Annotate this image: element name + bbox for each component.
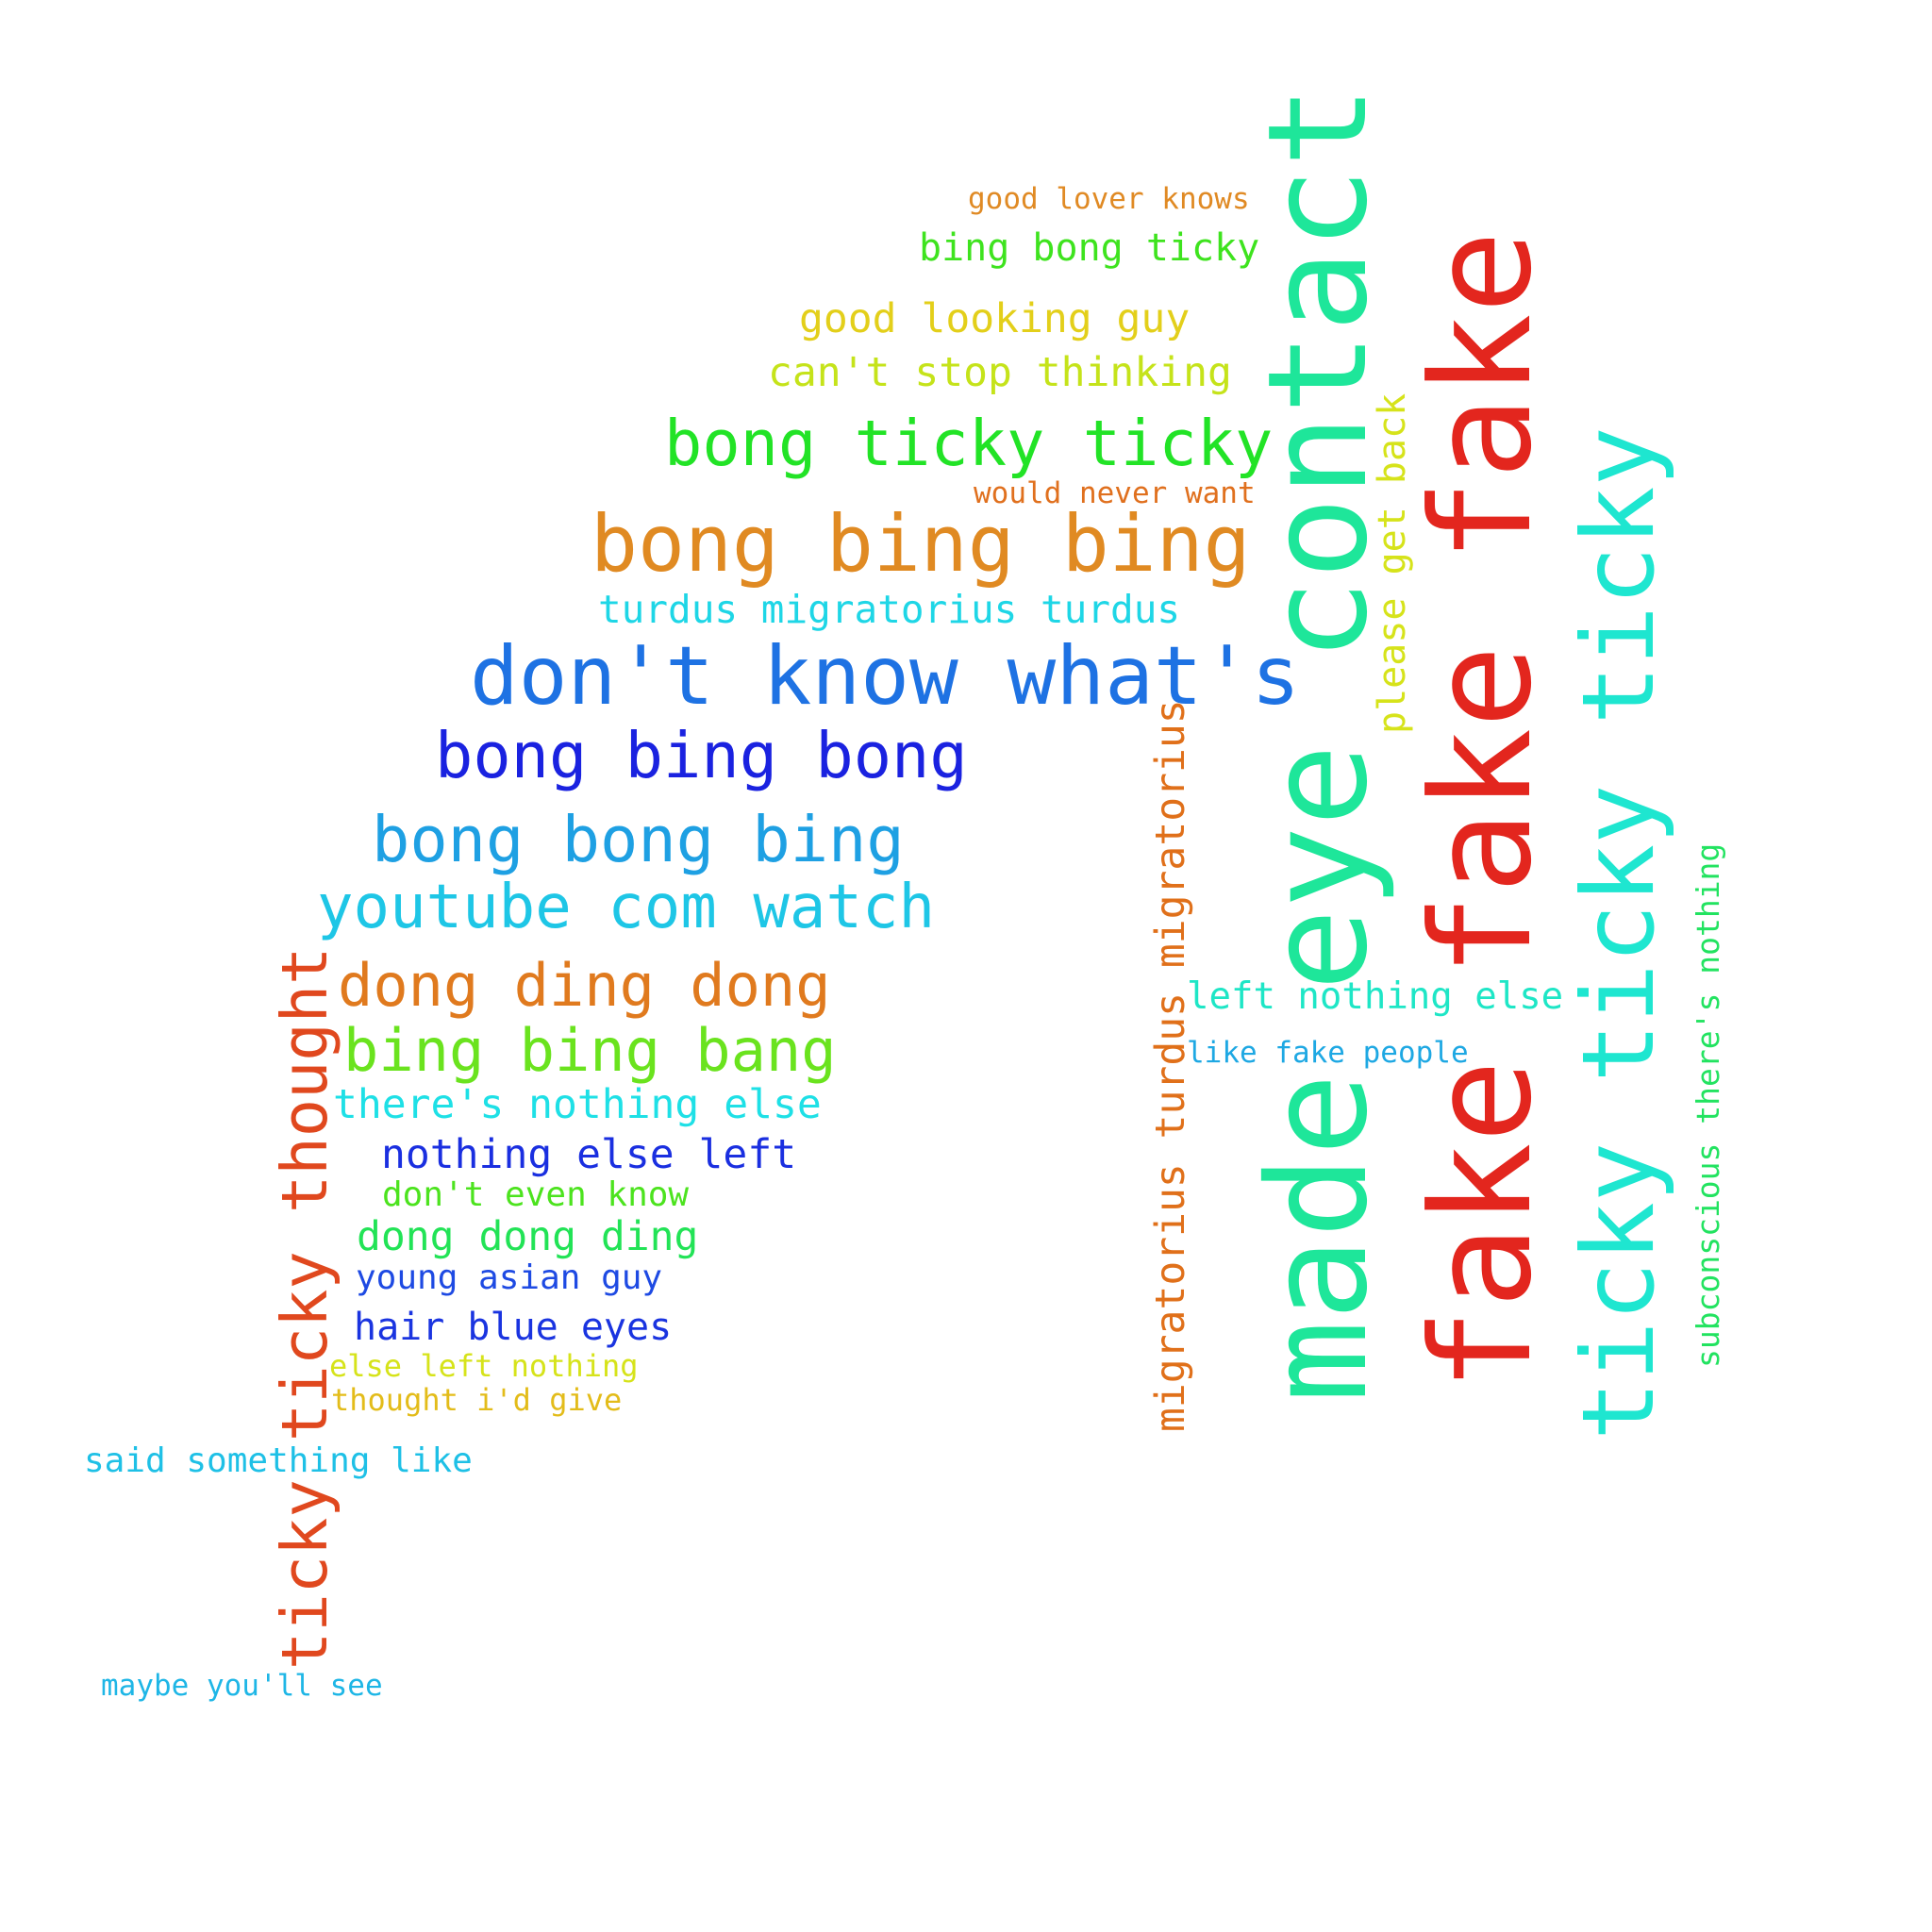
word-like-fake-people: like fake people	[1187, 1036, 1469, 1070]
word-left-nothing-else: left nothing else	[1187, 975, 1564, 1018]
word-dong-dong-ding: dong dong ding	[357, 1213, 699, 1260]
word-cant-stop-thinking: can't stop thinking	[768, 349, 1232, 396]
word-good-lover-knows: good lover knows	[968, 182, 1250, 216]
word-ticky-ticky-ticky: ticky ticky ticky	[1561, 426, 1676, 1441]
word-theres-nothing-else: there's nothing else	[333, 1081, 822, 1128]
word-bong-bing-bong: bong bing bong	[435, 719, 968, 792]
word-said-something-like: said something like	[84, 1441, 473, 1480]
word-would-never-want: would never want	[974, 476, 1256, 510]
word-dont-even-know: don't even know	[382, 1175, 690, 1214]
word-bong-bong-bing: bong bong bing	[372, 803, 905, 876]
word-fake-fake-fake: fake fake fake	[1402, 230, 1562, 1391]
word-good-looking-guy: good looking guy	[799, 295, 1191, 342]
word-migratorius-turdus-migratorius: migratorius turdus migratorius	[1147, 699, 1194, 1432]
word-hair-blue-eyes: hair blue eyes	[354, 1306, 673, 1349]
word-nothing-else-left: nothing else left	[381, 1131, 797, 1178]
word-maybe-youll-see: maybe you'll see	[101, 1669, 383, 1703]
word-bong-bing-bing: bong bing bing	[591, 498, 1251, 590]
word-ticky-ticky-thought: ticky ticky thought	[268, 946, 341, 1670]
word-dont-know-whats: don't know what's	[470, 629, 1301, 724]
word-bing-bing-bang: bing bing bang	[343, 1016, 837, 1085]
word-else-left-nothing: else left nothing	[329, 1348, 639, 1384]
word-bing-bong-ticky: bing bong ticky	[919, 226, 1260, 270]
word-subconscious-theres-nothing: subconscious there's nothing	[1690, 842, 1726, 1368]
word-dong-ding-dong: dong ding dong	[338, 951, 831, 1020]
word-made-eye-contact: made eye contact	[1239, 85, 1398, 1403]
word-thought-id-give: thought i'd give	[331, 1382, 623, 1418]
word-youtube-com-watch: youtube com watch	[317, 873, 936, 942]
word-young-asian-guy: young asian guy	[356, 1258, 663, 1297]
word-bong-ticky-ticky: bong ticky ticky	[664, 407, 1274, 480]
word-turdus-migratorius-turdus: turdus migratorius turdus	[598, 587, 1181, 632]
